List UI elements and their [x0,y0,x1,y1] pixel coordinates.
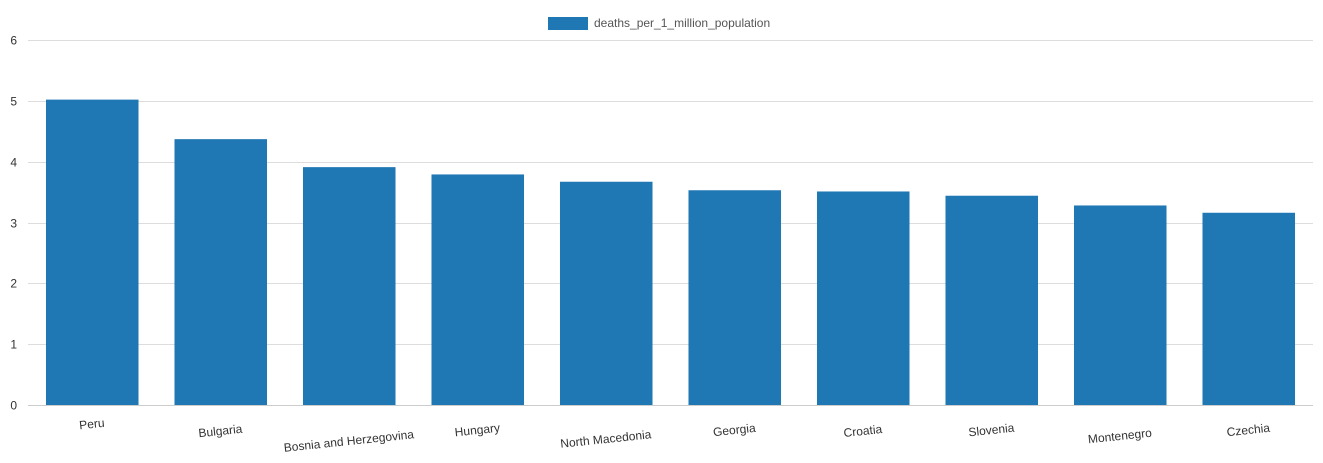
x-tick-label-croatia: Croatia [843,422,883,440]
bar-croatia[interactable] [816,191,910,405]
bar-north-macedonia[interactable] [559,181,653,405]
x-tick-label-czechia: Czechia [1226,421,1271,439]
bar-hungary[interactable] [431,174,525,405]
x-tick-label-georgia: Georgia [712,421,756,439]
bar-bulgaria[interactable] [174,139,268,406]
bar-georgia[interactable] [688,190,782,405]
x-tick-label-peru: Peru [78,416,105,433]
bar-peru[interactable] [45,99,139,405]
y-tick-label-1: 1 [10,338,17,352]
bar-czechia[interactable] [1202,212,1296,405]
y-tick-label-0: 0 [10,399,17,413]
x-tick-label-bosnia-and-herzegovina: Bosnia and Herzegovina [283,427,415,455]
y-tick-label-5: 5 [10,95,17,109]
legend-label[interactable]: deaths_per_1_million_population [594,16,770,30]
bar-montenegro[interactable] [1073,205,1167,405]
y-axis-ticks: 0 1 2 3 4 5 6 [10,34,17,413]
x-tick-label-bulgaria: Bulgaria [198,422,244,441]
y-tick-label-3: 3 [10,217,17,231]
y-tick-label-6: 6 [10,34,17,48]
legend[interactable]: deaths_per_1_million_population [548,16,770,30]
x-tick-label-montenegro: Montenegro [1087,426,1152,447]
legend-swatch[interactable] [548,17,588,30]
x-tick-label-north-macedonia: North Macedonia [560,427,653,451]
bars [45,99,1296,406]
y-tick-label-2: 2 [10,277,17,291]
bar-slovenia[interactable] [945,195,1039,405]
x-axis-labels: Peru Bulgaria Bosnia and Herzegovina Hungar… [78,416,1270,455]
y-tick-label-4: 4 [10,156,17,170]
bar-bosnia-and-herzegovina[interactable] [302,167,396,405]
x-tick-label-slovenia: Slovenia [968,421,1016,440]
x-tick-label-hungary: Hungary [454,421,501,440]
